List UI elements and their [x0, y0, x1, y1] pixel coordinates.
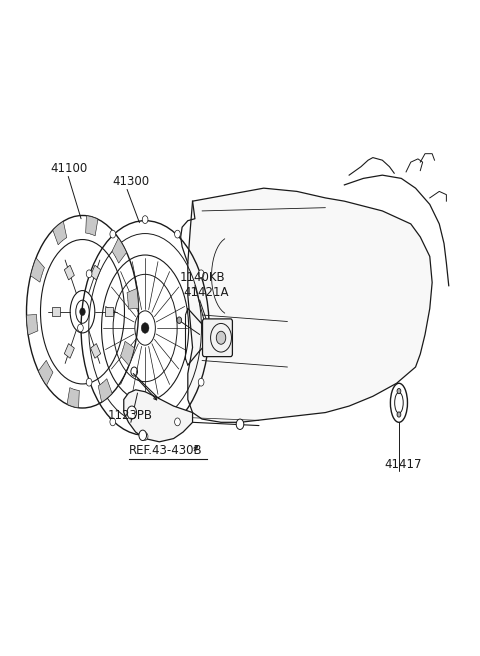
Polygon shape: [98, 379, 112, 402]
Circle shape: [142, 432, 148, 440]
Polygon shape: [26, 314, 38, 335]
Circle shape: [110, 230, 116, 238]
Circle shape: [397, 388, 401, 394]
Polygon shape: [53, 221, 67, 245]
Polygon shape: [67, 388, 79, 408]
Circle shape: [198, 379, 204, 386]
Polygon shape: [124, 390, 192, 442]
Polygon shape: [127, 289, 138, 309]
Text: REF.43-430B: REF.43-430B: [129, 444, 202, 457]
Circle shape: [110, 418, 116, 426]
Text: 41300: 41300: [112, 175, 149, 188]
Circle shape: [80, 308, 85, 316]
FancyBboxPatch shape: [203, 319, 232, 357]
Bar: [64, 265, 74, 280]
Ellipse shape: [216, 331, 226, 344]
Polygon shape: [38, 360, 53, 386]
Circle shape: [175, 418, 180, 426]
Circle shape: [236, 419, 244, 430]
Bar: [91, 344, 101, 358]
Bar: [64, 344, 74, 358]
Bar: [91, 265, 101, 280]
Ellipse shape: [395, 392, 403, 413]
Circle shape: [78, 324, 83, 332]
Circle shape: [177, 317, 181, 323]
Polygon shape: [86, 216, 98, 236]
Polygon shape: [112, 238, 127, 263]
Circle shape: [127, 406, 137, 419]
Circle shape: [139, 430, 146, 441]
Text: 1140KB: 1140KB: [179, 272, 225, 285]
Circle shape: [207, 324, 213, 332]
Polygon shape: [120, 341, 134, 365]
Circle shape: [141, 323, 149, 333]
Text: 41421A: 41421A: [183, 286, 228, 298]
Circle shape: [198, 270, 204, 277]
Polygon shape: [188, 188, 432, 422]
Bar: [52, 307, 60, 316]
Polygon shape: [31, 258, 45, 282]
Circle shape: [86, 270, 92, 277]
Text: 41417: 41417: [384, 458, 422, 471]
Text: 41100: 41100: [50, 162, 87, 175]
Circle shape: [142, 216, 148, 224]
Text: 1123PB: 1123PB: [108, 409, 153, 422]
Circle shape: [86, 379, 92, 386]
Circle shape: [175, 230, 180, 238]
Bar: [105, 307, 113, 316]
Circle shape: [397, 412, 401, 417]
